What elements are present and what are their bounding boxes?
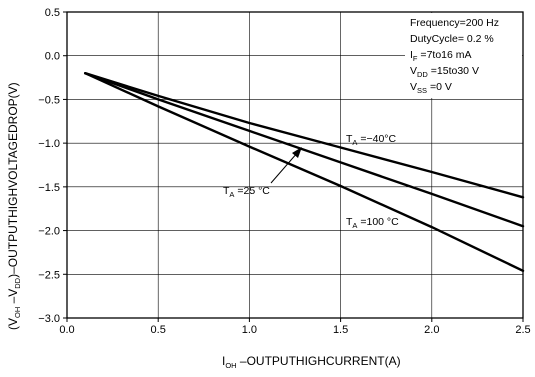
condition-line: Frequency=200 Hz: [410, 17, 499, 29]
x-axis-label: IOH –OUTPUTHIGHCURRENT(A): [222, 354, 401, 370]
x-tick-label: 0.0: [59, 324, 74, 336]
y-tick-label: 0.0: [45, 51, 60, 63]
condition-line: DutyCycle= 0.2 %: [410, 33, 494, 45]
series-label-25: TA =25 °C: [223, 185, 270, 199]
y-tick-label: −1.0: [38, 138, 60, 150]
condition-line: VDD =15to30 V: [410, 65, 479, 79]
y-tick-label: −2.5: [38, 269, 60, 281]
series-label-100: TA =100 °C: [346, 216, 399, 230]
condition-line: IF =7to16 mA: [410, 49, 472, 63]
series-label-25-arrowhead: [292, 147, 302, 158]
plot-frame: [66, 11, 524, 319]
y-tick-label: 0.5: [45, 7, 60, 19]
condition-line: VSS =0 V: [410, 81, 452, 95]
series-label-25-arrow: [270, 151, 299, 184]
x-tick-label: 2.0: [424, 324, 439, 336]
x-tick-label: 1.5: [333, 324, 348, 336]
x-tick-label: 1.0: [242, 324, 257, 336]
conditions-text: Frequency=200 Hz DutyCycle= 0.2 % IF =7to1…: [410, 17, 499, 95]
x-tick-label: 0.5: [151, 324, 166, 336]
y-tick-labels: 0.5 0.0 −0.5 −1.0 −1.5 −2.0 −2.5 −3.0: [38, 7, 60, 325]
y-tick-label: −2.0: [38, 226, 60, 238]
y-tick-label: −3.0: [38, 313, 60, 325]
x-tick-labels: 0.0 0.5 1.0 1.5 2.0 2.5: [59, 324, 530, 336]
series-lines: [84, 72, 525, 272]
series-line-1: [84, 72, 525, 228]
series-label-minus40: TA =−40°C: [346, 133, 396, 147]
series-line-0: [84, 72, 525, 199]
x-tick-label: 2.5: [515, 324, 530, 336]
y-tick-label: −0.5: [38, 94, 60, 106]
y-tick-label: −1.5: [38, 182, 60, 194]
series-line-2: [84, 72, 525, 272]
conditions-box: [405, 13, 522, 98]
y-axis-label: (VOH –VDD)–OUTPUTHIGHVOLTAGEDROP(V): [6, 82, 22, 330]
